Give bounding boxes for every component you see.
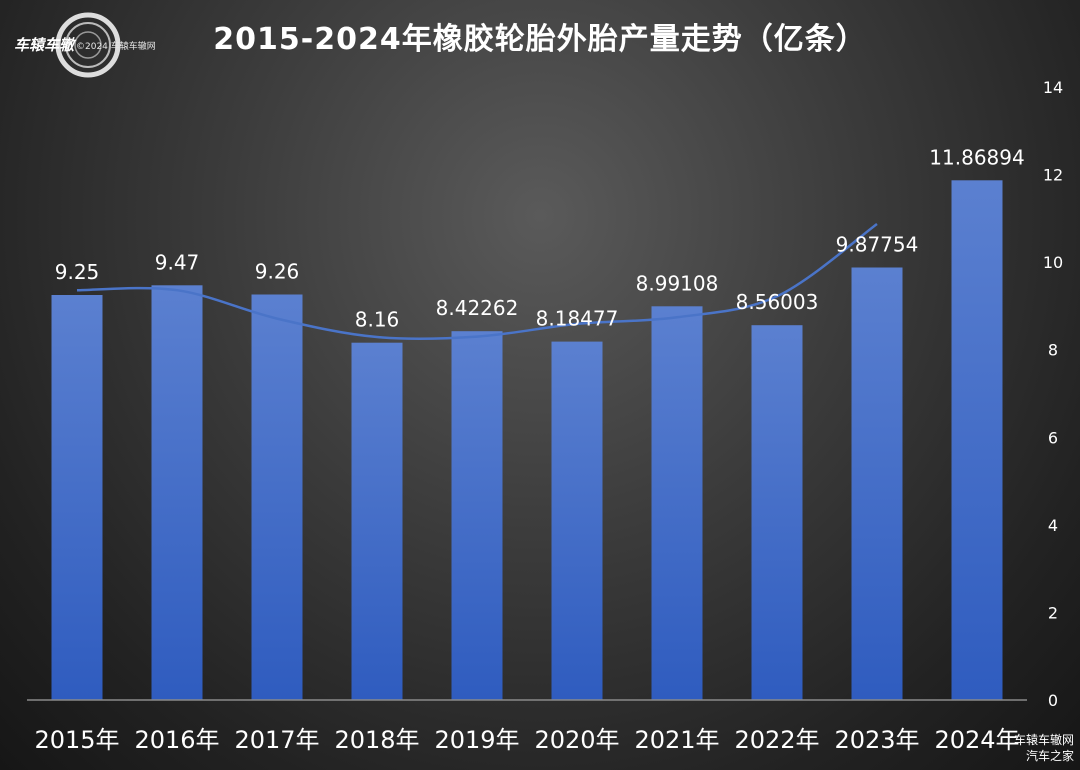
x-tick-label: 2017年 <box>234 726 319 754</box>
y-tick-label: 8 <box>1048 341 1058 360</box>
bar-2019年 <box>451 331 503 700</box>
data-label: 8.42262 <box>436 296 519 320</box>
bar-2024年 <box>951 180 1003 701</box>
bar-2018年 <box>351 342 403 700</box>
data-labels-group: 9.25 9.47 9.26 8.16 8.42262 8.18477 8.99108 8.5… <box>55 145 1025 331</box>
data-label: 9.87754 <box>836 233 919 257</box>
x-tick-label: 2015年 <box>34 726 119 754</box>
y-tick-label: 14 <box>1043 78 1063 97</box>
y-tick-label: 12 <box>1043 166 1063 185</box>
y-axis: 0 2 4 6 8 10 12 14 <box>1043 78 1063 710</box>
source-watermark: 车辕车辙网 汽车之家 <box>984 732 1074 764</box>
bar-2021年 <box>651 306 703 700</box>
bar-2020年 <box>551 341 603 700</box>
x-tick-label: 2020年 <box>534 726 619 754</box>
bar-2016年 <box>151 285 203 700</box>
data-label: 9.25 <box>55 260 100 284</box>
data-label: 8.99108 <box>636 271 719 295</box>
x-tick-label: 2018年 <box>334 726 419 754</box>
tire-logo-icon <box>55 12 121 78</box>
data-label: 8.16 <box>355 308 400 332</box>
watermark-logo: 车辕车辙 ©2024 车辕车辙网 <box>8 12 168 78</box>
logo-subtext: ©2024 车辕车辙网 <box>76 42 156 52</box>
bars-group <box>51 180 1003 701</box>
x-tick-label: 2022年 <box>734 726 819 754</box>
trendline-path <box>76 222 878 341</box>
y-tick-label: 6 <box>1048 428 1058 447</box>
x-tick-label: 2019年 <box>434 726 519 754</box>
data-label: 9.26 <box>255 260 300 284</box>
bar-2022年 <box>751 325 803 700</box>
x-tick-label: 2021年 <box>634 726 719 754</box>
x-tick-label: 2023年 <box>834 726 919 754</box>
bar-2015年 <box>51 295 103 700</box>
watermark-source: 汽车之家 <box>1025 749 1074 763</box>
watermark-site: 车辕车辙网 <box>1013 733 1074 747</box>
y-tick-label: 4 <box>1048 516 1058 535</box>
data-label: 8.18477 <box>536 307 619 331</box>
y-tick-label: 0 <box>1048 691 1058 710</box>
data-label: 11.86894 <box>929 145 1024 169</box>
y-tick-label: 2 <box>1048 603 1058 622</box>
data-label: 8.56003 <box>736 290 819 314</box>
bar-2017年 <box>251 294 303 700</box>
y-tick-label: 10 <box>1043 253 1063 272</box>
logo-text: 车辕车辙 <box>14 36 75 54</box>
x-tick-label: 2016年 <box>134 726 219 754</box>
trendline-group <box>76 222 878 341</box>
bar-2023年 <box>851 267 903 700</box>
chart-title: 2015-2024年橡胶轮胎外胎产量走势（亿条） <box>213 22 867 57</box>
x-tick-label: 2024年 <box>934 726 1019 754</box>
data-label: 9.47 <box>155 250 200 274</box>
x-axis: 2015年 2016年 2017年 2018年 2019年 2020年 2021年 2022年… <box>27 699 1027 754</box>
